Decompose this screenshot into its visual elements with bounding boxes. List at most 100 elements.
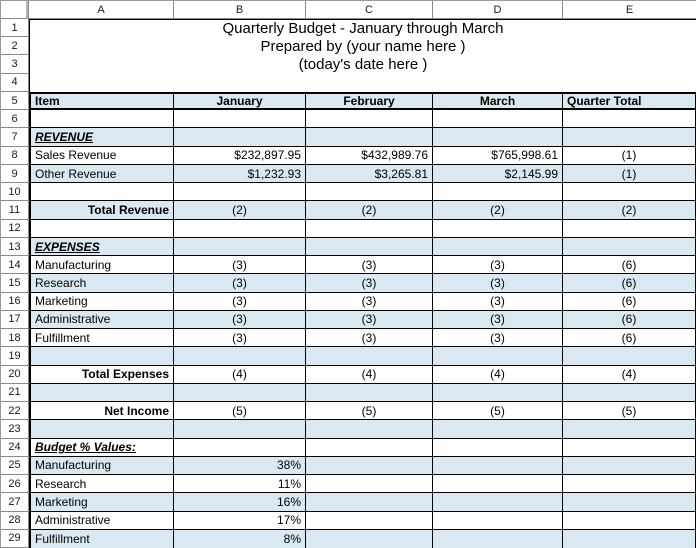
cell-A24[interactable]: Budget % Values: — [29, 438, 174, 457]
cell-E17[interactable]: (6) — [563, 310, 696, 330]
cell-D8[interactable]: $765,998.61 — [433, 146, 563, 165]
row-header-3[interactable]: 3 — [1, 55, 29, 74]
cell-A16[interactable]: Marketing — [29, 292, 174, 311]
cell-B11[interactable]: (2) — [174, 201, 306, 220]
cell-D16[interactable]: (3) — [433, 292, 563, 311]
cell-A20[interactable]: Total Expenses — [29, 365, 174, 384]
cell-D20[interactable]: (4) — [433, 365, 563, 384]
cell-B27[interactable]: 16% — [174, 493, 306, 512]
row-header-21[interactable]: 21 — [1, 383, 29, 403]
cell-A8[interactable]: Sales Revenue — [29, 146, 174, 165]
cell-A29[interactable]: Fulfillment — [29, 529, 174, 548]
cell-D13[interactable] — [433, 237, 563, 257]
cell-B15[interactable]: (3) — [174, 274, 306, 293]
row-header-6[interactable]: 6 — [1, 110, 29, 129]
cell-A18[interactable]: Fulfillment — [29, 329, 174, 348]
cell-B14[interactable]: (3) — [174, 256, 306, 275]
cell-E7[interactable] — [563, 128, 696, 147]
cell-B26[interactable]: 11% — [174, 475, 306, 494]
cell-C19[interactable] — [306, 347, 433, 366]
cell-E18[interactable]: (6) — [563, 329, 696, 348]
cell-B21[interactable] — [174, 383, 306, 403]
cell-E29[interactable] — [563, 529, 696, 548]
column-header-D[interactable]: D — [433, 1, 563, 19]
title-cell-row4[interactable] — [30, 74, 696, 92]
cell-E24[interactable] — [563, 438, 696, 457]
row-header-24[interactable]: 24 — [1, 438, 29, 457]
row-header-29[interactable]: 29 — [1, 529, 29, 548]
cell-B25[interactable]: 38% — [174, 456, 306, 476]
cell-C22[interactable]: (5) — [306, 402, 433, 421]
cell-A9[interactable]: Other Revenue — [29, 164, 174, 184]
cell-A6[interactable] — [29, 110, 174, 129]
cell-A13[interactable]: EXPENSES — [29, 237, 174, 257]
cell-D17[interactable]: (3) — [433, 310, 563, 330]
cell-A26[interactable]: Research — [29, 475, 174, 494]
row-header-27[interactable]: 27 — [1, 493, 29, 512]
cell-E11[interactable]: (2) — [563, 201, 696, 220]
title-cell-row3[interactable]: (today's date here ) — [298, 56, 428, 74]
cell-A7[interactable]: REVENUE — [29, 128, 174, 147]
cell-A14[interactable]: Manufacturing — [29, 256, 174, 275]
cell-D6[interactable] — [433, 110, 563, 129]
select-all-corner[interactable] — [1, 1, 29, 19]
column-header-B[interactable]: B — [174, 1, 306, 19]
cell-B10[interactable] — [174, 183, 306, 202]
cell-C26[interactable] — [306, 475, 433, 494]
row-header-28[interactable]: 28 — [1, 511, 29, 530]
cell-B18[interactable]: (3) — [174, 329, 306, 348]
cell-D23[interactable] — [433, 420, 563, 439]
cell-B28[interactable]: 17% — [174, 511, 306, 530]
cell-A27[interactable]: Marketing — [29, 493, 174, 512]
cell-A21[interactable] — [29, 383, 174, 403]
row-header-15[interactable]: 15 — [1, 274, 29, 293]
cell-C15[interactable]: (3) — [306, 274, 433, 293]
cell-E28[interactable] — [563, 511, 696, 530]
cell-E16[interactable]: (6) — [563, 292, 696, 311]
cell-A11[interactable]: Total Revenue — [29, 201, 174, 220]
cell-C9[interactable]: $3,265.81 — [306, 164, 433, 184]
row-header-20[interactable]: 20 — [1, 365, 29, 384]
cell-B17[interactable]: (3) — [174, 310, 306, 330]
cell-D12[interactable] — [433, 219, 563, 238]
cell-C25[interactable] — [306, 456, 433, 476]
cell-E6[interactable] — [563, 110, 696, 129]
cell-E22[interactable]: (5) — [563, 402, 696, 421]
cell-B20[interactable]: (4) — [174, 365, 306, 384]
cell-E26[interactable] — [563, 475, 696, 494]
cell-C18[interactable]: (3) — [306, 329, 433, 348]
cell-C12[interactable] — [306, 219, 433, 238]
row-header-17[interactable]: 17 — [1, 310, 29, 330]
cell-A25[interactable]: Manufacturing — [29, 456, 174, 476]
cell-B8[interactable]: $232,897.95 — [174, 146, 306, 165]
cell-D22[interactable]: (5) — [433, 402, 563, 421]
row-header-8[interactable]: 8 — [1, 146, 29, 165]
cell-C27[interactable] — [306, 493, 433, 512]
cell-D25[interactable] — [433, 456, 563, 476]
cell-E20[interactable]: (4) — [563, 365, 696, 384]
cell-D9[interactable]: $2,145.99 — [433, 164, 563, 184]
cell-C5[interactable]: February — [306, 91, 433, 111]
row-header-18[interactable]: 18 — [1, 329, 29, 348]
column-header-C[interactable]: C — [306, 1, 433, 19]
cell-D15[interactable]: (3) — [433, 274, 563, 293]
row-header-1[interactable]: 1 — [1, 19, 29, 38]
cell-D14[interactable]: (3) — [433, 256, 563, 275]
cell-D5[interactable]: March — [433, 91, 563, 111]
row-header-19[interactable]: 19 — [1, 347, 29, 366]
row-header-12[interactable]: 12 — [1, 219, 29, 238]
cell-D28[interactable] — [433, 511, 563, 530]
row-header-23[interactable]: 23 — [1, 420, 29, 439]
cell-A10[interactable] — [29, 183, 174, 202]
cell-C23[interactable] — [306, 420, 433, 439]
row-header-9[interactable]: 9 — [1, 164, 29, 184]
cell-A23[interactable] — [29, 420, 174, 439]
cell-C24[interactable] — [306, 438, 433, 457]
cell-B5[interactable]: January — [174, 91, 306, 111]
cell-D24[interactable] — [433, 438, 563, 457]
cell-E10[interactable] — [563, 183, 696, 202]
cell-B12[interactable] — [174, 219, 306, 238]
column-header-A[interactable]: A — [29, 1, 174, 19]
cell-D18[interactable]: (3) — [433, 329, 563, 348]
column-header-E[interactable]: E — [563, 1, 696, 19]
